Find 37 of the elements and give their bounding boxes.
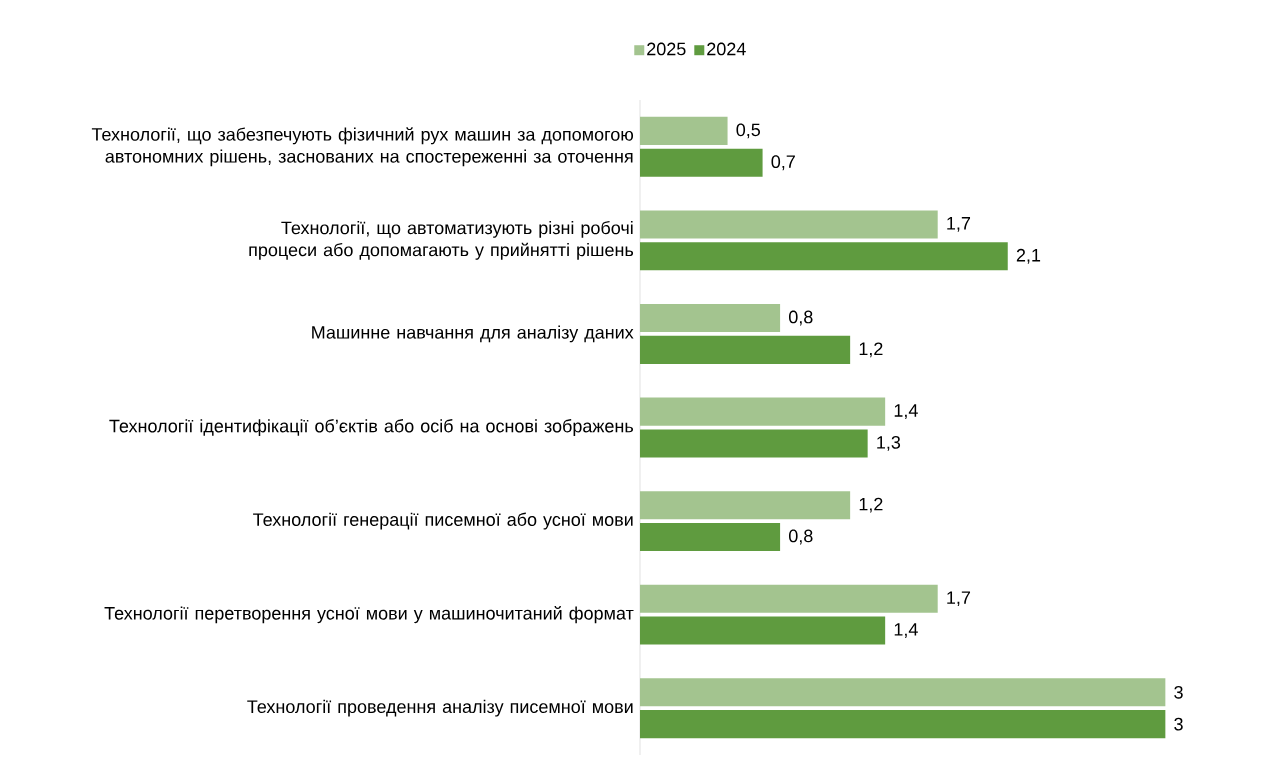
bar xyxy=(640,335,851,364)
y-tick-label: Технології ідентифікації об’єктів або осіб на основі зображень xyxy=(109,419,634,436)
bar xyxy=(640,522,781,552)
data-label: 1,4 xyxy=(894,404,918,419)
data-label: 1,4 xyxy=(894,623,918,638)
y-tick-label: Технології, що автоматизують різні робочі процеси або допомагають у прийнятті рішень xyxy=(249,220,634,260)
bar xyxy=(640,304,781,333)
y-tick-label: Технології генерації писемної або усної мови xyxy=(253,512,633,530)
data-label: 3 xyxy=(1174,717,1183,731)
data-label: 0,7 xyxy=(771,155,795,171)
bar xyxy=(640,584,938,613)
legend-label: 2025 xyxy=(647,42,686,56)
legend-label: 2024 xyxy=(707,42,746,56)
bar xyxy=(640,678,1166,707)
data-label: 1,7 xyxy=(947,217,971,232)
data-label: 1,7 xyxy=(947,591,971,607)
bar xyxy=(640,242,1008,271)
data-label: 0,5 xyxy=(736,123,761,139)
data-label: 1,2 xyxy=(859,497,883,513)
bar xyxy=(640,397,886,426)
bar xyxy=(640,616,886,645)
y-tick-label: Технології перетворення усної мови у машиночитаний формат xyxy=(104,606,634,624)
bar xyxy=(640,491,851,520)
bar xyxy=(640,710,1166,739)
y-tick-label: Технології, що забезпечують фізичний рух машин за допомогою автономних рішень, заснованих на спостереженні за оточення xyxy=(91,127,634,167)
data-label: 1,2 xyxy=(859,342,883,358)
bar xyxy=(640,429,868,458)
data-label: 3 xyxy=(1174,685,1183,699)
y-tick-label: Технології проведення аналізу писемної мови xyxy=(247,699,633,717)
bar xyxy=(640,210,938,239)
data-label: 2,1 xyxy=(1016,248,1041,264)
data-label: 0,8 xyxy=(789,310,813,326)
data-label: 1,3 xyxy=(877,435,901,451)
data-label: 0,8 xyxy=(789,529,813,545)
y-tick-label: Машинне навчання для аналізу даних xyxy=(312,325,634,343)
bar xyxy=(640,116,728,145)
bar xyxy=(640,148,763,177)
